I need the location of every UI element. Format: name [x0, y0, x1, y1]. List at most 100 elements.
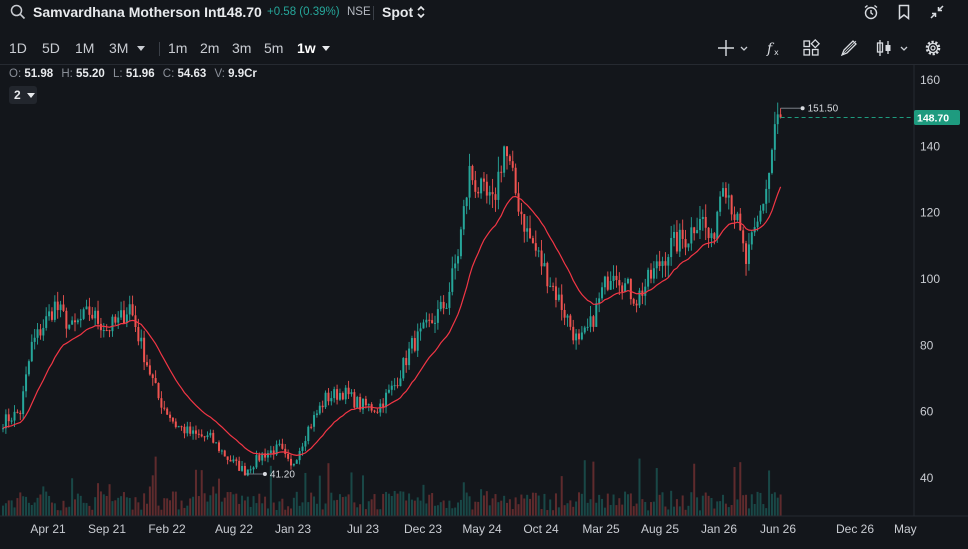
- candle-body: [675, 232, 678, 252]
- gear-icon[interactable]: [923, 38, 943, 58]
- volume-bar: [137, 502, 140, 516]
- candle-body: [739, 213, 742, 231]
- volume-bar: [249, 506, 252, 516]
- volume-bar: [563, 505, 566, 516]
- candle-body: [477, 191, 480, 194]
- volume-bar: [589, 499, 592, 516]
- candle-body: [517, 193, 520, 212]
- candle-body: [422, 322, 425, 329]
- candle-body: [298, 451, 301, 461]
- candle-body: [171, 417, 174, 422]
- candle-body: [128, 304, 131, 315]
- volume-bar: [140, 509, 143, 516]
- candle-body: [552, 285, 555, 287]
- candle-body: [606, 276, 609, 290]
- candle-body: [88, 306, 91, 315]
- chevron-down-icon[interactable]: [322, 46, 330, 52]
- candle-body: [598, 298, 601, 304]
- volume-bar: [194, 469, 197, 516]
- indicators-icon[interactable]: [801, 38, 821, 58]
- candle-body: [687, 243, 690, 248]
- volume-bar: [10, 500, 13, 516]
- chevron-down-icon[interactable]: [137, 46, 145, 52]
- candle-body: [410, 338, 413, 349]
- range-1d[interactable]: 1D: [9, 40, 27, 56]
- candle-body: [531, 238, 534, 244]
- volume-bar: [488, 505, 491, 516]
- interval-1m[interactable]: 1m: [168, 40, 188, 56]
- range-5d[interactable]: 5D: [42, 40, 60, 56]
- candle-body: [10, 420, 13, 422]
- volume-bar: [218, 478, 220, 516]
- volume-bar: [658, 494, 661, 516]
- interval-5m[interactable]: 5m: [264, 40, 284, 56]
- volume-bar: [33, 502, 36, 516]
- open-value: 51.98: [24, 68, 54, 80]
- candle-body: [647, 269, 650, 287]
- symbol-name[interactable]: Samvardhana Motherson Int: [33, 4, 222, 20]
- volume-bar: [675, 499, 678, 516]
- candle-body: [148, 365, 151, 375]
- candle-body: [295, 460, 298, 464]
- volume-bar: [120, 496, 123, 516]
- search-icon[interactable]: [10, 4, 26, 20]
- candle-body: [223, 450, 226, 457]
- candle-body: [206, 435, 209, 438]
- candle-body: [696, 230, 699, 234]
- candle-body: [514, 167, 517, 194]
- chevron-down-icon[interactable]: [900, 46, 908, 52]
- candle-body: [586, 326, 589, 328]
- candle-body: [344, 387, 347, 400]
- volume-bar: [241, 495, 244, 516]
- candle-body: [776, 114, 779, 125]
- high-value: 55.20: [76, 68, 105, 80]
- candle-body: [690, 227, 693, 244]
- chevron-down-icon[interactable]: [740, 46, 748, 52]
- candle-body: [419, 328, 422, 332]
- candlesticks: [2, 102, 782, 477]
- volume-bar: [413, 500, 416, 516]
- volume-bar: [534, 492, 537, 516]
- volume-bar: [2, 505, 4, 516]
- volume-bar: [750, 494, 753, 516]
- interval-3m[interactable]: 3m: [232, 40, 252, 56]
- candle-body: [658, 261, 661, 267]
- candle-body: [330, 398, 333, 402]
- crosshair-icon[interactable]: [716, 38, 736, 58]
- candle-body: [416, 331, 419, 351]
- indicator-toggle[interactable]: 2: [9, 86, 37, 104]
- candle-body: [218, 442, 220, 451]
- interval-2m[interactable]: 2m: [200, 40, 220, 56]
- market-selector[interactable]: Spot: [382, 4, 414, 20]
- volume-bar: [356, 507, 359, 516]
- volume-bar: [704, 492, 707, 516]
- alarm-icon[interactable]: [862, 3, 880, 21]
- range-1m[interactable]: 1M: [75, 40, 95, 56]
- time-tick-label: Jul 23: [347, 522, 379, 536]
- candle-body: [85, 306, 88, 310]
- price-tick-label: 120: [920, 206, 940, 220]
- function-icon[interactable]: f x: [764, 38, 784, 58]
- collapse-icon[interactable]: [928, 3, 946, 21]
- volume-bar: [252, 496, 255, 516]
- volume-bar: [612, 494, 615, 516]
- candle-body: [284, 448, 287, 454]
- candle-body: [307, 426, 310, 442]
- volume-bar: [644, 501, 647, 516]
- updown-chevron-icon[interactable]: [416, 4, 426, 20]
- price-tick-label: 160: [920, 73, 940, 87]
- volume-bar: [151, 475, 154, 516]
- bookmark-icon[interactable]: [895, 3, 913, 21]
- range-3m[interactable]: 3M: [109, 40, 129, 56]
- candle-type-icon[interactable]: [874, 38, 894, 58]
- candle-body: [474, 180, 477, 192]
- volume-bar: [687, 505, 690, 516]
- volume-bar: [59, 510, 62, 516]
- draw-pen-icon[interactable]: [839, 38, 859, 58]
- volume-bar: [554, 493, 557, 516]
- candle-body: [756, 221, 759, 228]
- candle-body: [290, 458, 292, 466]
- volume-bar: [275, 509, 278, 516]
- interval-1w[interactable]: 1w: [297, 40, 316, 56]
